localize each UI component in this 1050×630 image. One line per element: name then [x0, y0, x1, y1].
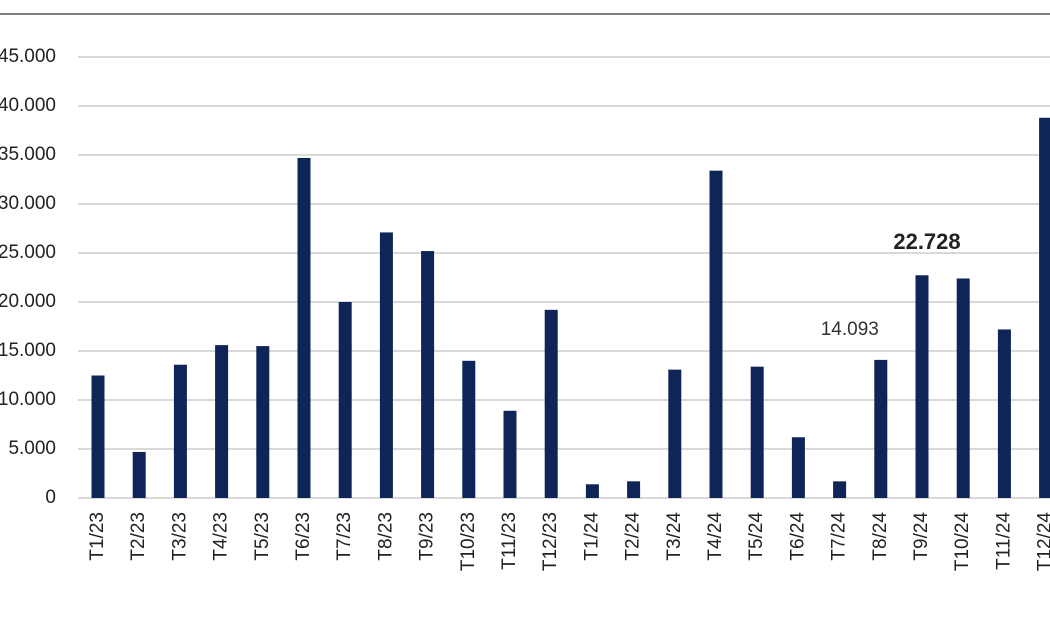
bar [256, 346, 270, 498]
x-tick-label: T8/24 [870, 512, 891, 561]
x-tick-label: T6/23 [293, 512, 314, 561]
x-tick-label: T11/24 [993, 512, 1014, 570]
x-tick-label: T5/24 [746, 512, 767, 561]
bar [91, 375, 105, 498]
y-tick-label: 10.000 [0, 389, 56, 410]
bar [1039, 117, 1050, 498]
x-tick-label: T7/24 [829, 512, 850, 561]
bar [915, 275, 929, 498]
y-tick-label: 25.000 [0, 242, 56, 263]
bar [421, 251, 435, 498]
x-tick-label: T3/24 [664, 512, 685, 561]
x-tick-label: T12/24 [1035, 512, 1050, 572]
x-tick-label: T8/23 [375, 512, 396, 561]
y-tick-label: 20.000 [0, 291, 56, 312]
x-tick-label: T5/23 [252, 512, 273, 561]
bar [462, 360, 476, 498]
x-tick-label: T6/24 [787, 512, 808, 561]
bar [297, 157, 311, 498]
value-label: 14.093 [821, 319, 879, 340]
y-tick-label: 35.000 [0, 144, 56, 165]
bar [956, 278, 970, 498]
bar [709, 170, 723, 498]
bar [503, 410, 517, 498]
x-tick-label: T2/24 [623, 512, 644, 561]
bar [132, 451, 146, 498]
x-tick-label: T11/23 [499, 512, 520, 570]
bar [338, 302, 352, 498]
y-tick-label: 45.000 [0, 46, 56, 67]
x-tick-label: T9/23 [417, 512, 438, 561]
y-tick-label: 30.000 [0, 193, 56, 214]
y-tick-label: 15.000 [0, 340, 56, 361]
x-tick-label: T3/23 [169, 512, 190, 561]
x-tick-label: T4/24 [705, 512, 726, 561]
bar [833, 481, 847, 498]
x-tick-label: T12/23 [540, 512, 561, 571]
bar [379, 232, 393, 499]
x-tick-label: T2/23 [128, 512, 149, 561]
y-tick-label: 40.000 [0, 95, 56, 116]
bar [627, 481, 641, 498]
x-tick-label: T9/24 [911, 512, 932, 561]
x-tick-label: T1/23 [87, 512, 108, 561]
y-tick-label: 0 [45, 487, 56, 508]
bar [997, 329, 1011, 498]
bar [544, 309, 558, 498]
bar [791, 437, 805, 498]
x-tick-label: T10/23 [458, 512, 479, 571]
bar [585, 484, 599, 498]
y-tick-label: 5.000 [8, 438, 56, 459]
value-label: 22.728 [893, 229, 960, 254]
x-tick-label: T7/23 [334, 512, 355, 561]
bar [215, 345, 229, 498]
x-tick-label: T10/24 [952, 512, 973, 572]
x-tick-label: T1/24 [581, 512, 602, 561]
bar [874, 359, 888, 498]
bar [750, 366, 764, 498]
x-tick-label: T4/23 [211, 512, 232, 561]
bar [173, 364, 187, 498]
bar [668, 369, 682, 498]
